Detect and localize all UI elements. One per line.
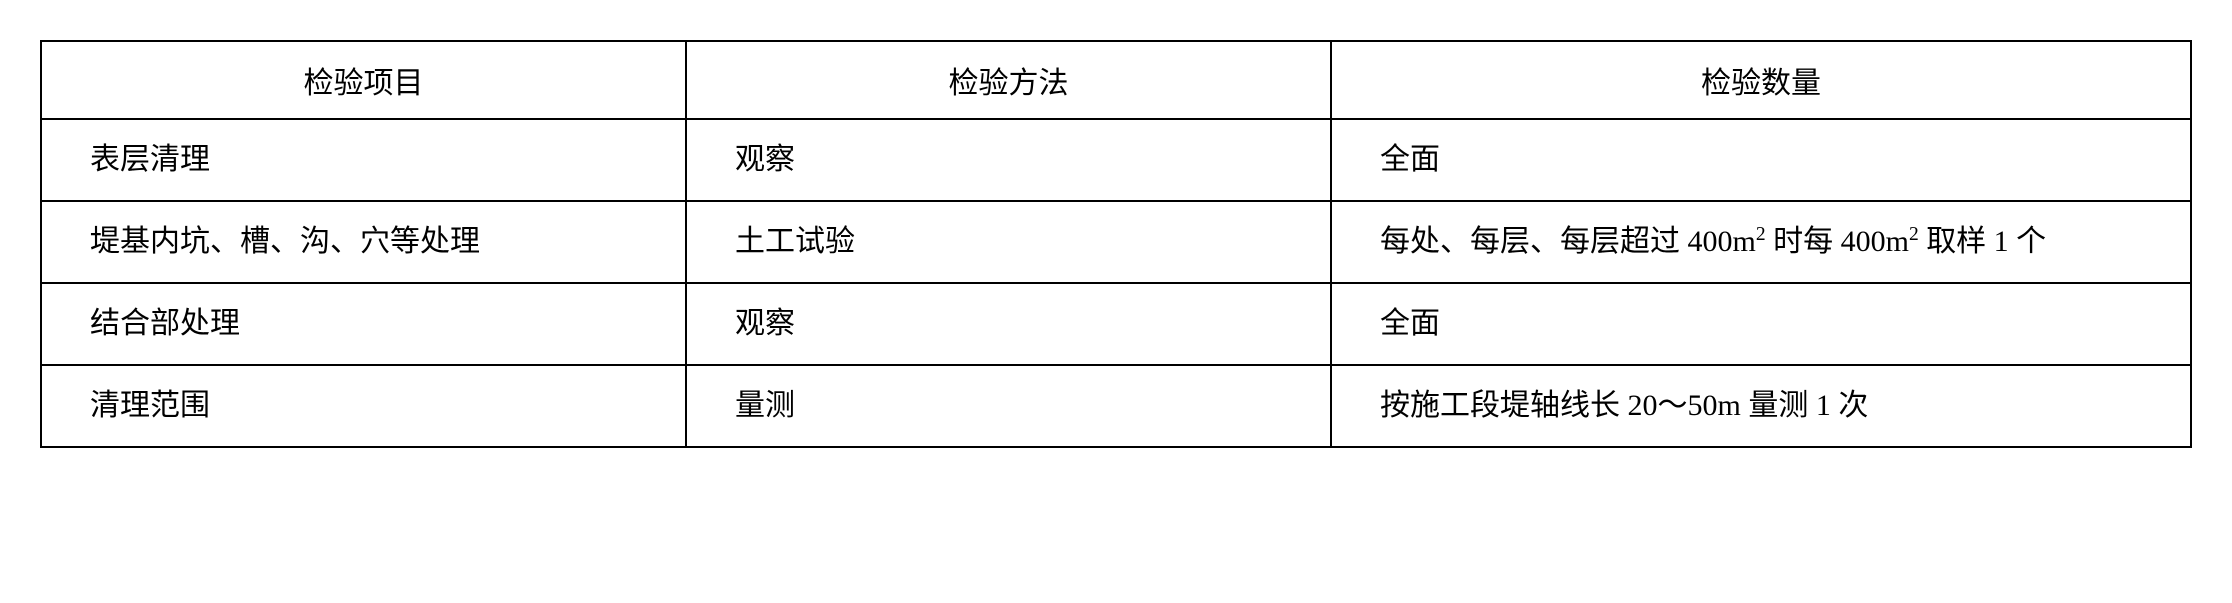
table-row: 表层清理 观察 全面 bbox=[41, 119, 2191, 201]
cell-quantity: 全面 bbox=[1331, 119, 2191, 201]
cell-quantity: 每处、每层、每层超过 400m2 时每 400m2 取样 1 个 bbox=[1331, 201, 2191, 283]
cell-item: 表层清理 bbox=[41, 119, 686, 201]
table-header: 检验项目 检验方法 检验数量 bbox=[41, 41, 2191, 119]
col-header-quantity: 检验数量 bbox=[1331, 41, 2191, 119]
cell-method: 土工试验 bbox=[686, 201, 1331, 283]
table-body: 表层清理 观察 全面 堤基内坑、槽、沟、穴等处理 土工试验 每处、每层、每层超过… bbox=[41, 119, 2191, 447]
inspection-table: 检验项目 检验方法 检验数量 表层清理 观察 全面 堤基内坑、槽、沟、穴等处理 … bbox=[40, 40, 2192, 448]
cell-quantity: 按施工段堤轴线长 20～50m 量测 1 次 bbox=[1331, 365, 2191, 447]
cell-method: 观察 bbox=[686, 119, 1331, 201]
cell-item: 清理范围 bbox=[41, 365, 686, 447]
col-header-item: 检验项目 bbox=[41, 41, 686, 119]
cell-item: 结合部处理 bbox=[41, 283, 686, 365]
cell-method: 量测 bbox=[686, 365, 1331, 447]
cell-method: 观察 bbox=[686, 283, 1331, 365]
cell-item: 堤基内坑、槽、沟、穴等处理 bbox=[41, 201, 686, 283]
table-row: 结合部处理 观察 全面 bbox=[41, 283, 2191, 365]
table-header-row: 检验项目 检验方法 检验数量 bbox=[41, 41, 2191, 119]
col-header-method: 检验方法 bbox=[686, 41, 1331, 119]
cell-quantity: 全面 bbox=[1331, 283, 2191, 365]
table-row: 堤基内坑、槽、沟、穴等处理 土工试验 每处、每层、每层超过 400m2 时每 4… bbox=[41, 201, 2191, 283]
table-row: 清理范围 量测 按施工段堤轴线长 20～50m 量测 1 次 bbox=[41, 365, 2191, 447]
